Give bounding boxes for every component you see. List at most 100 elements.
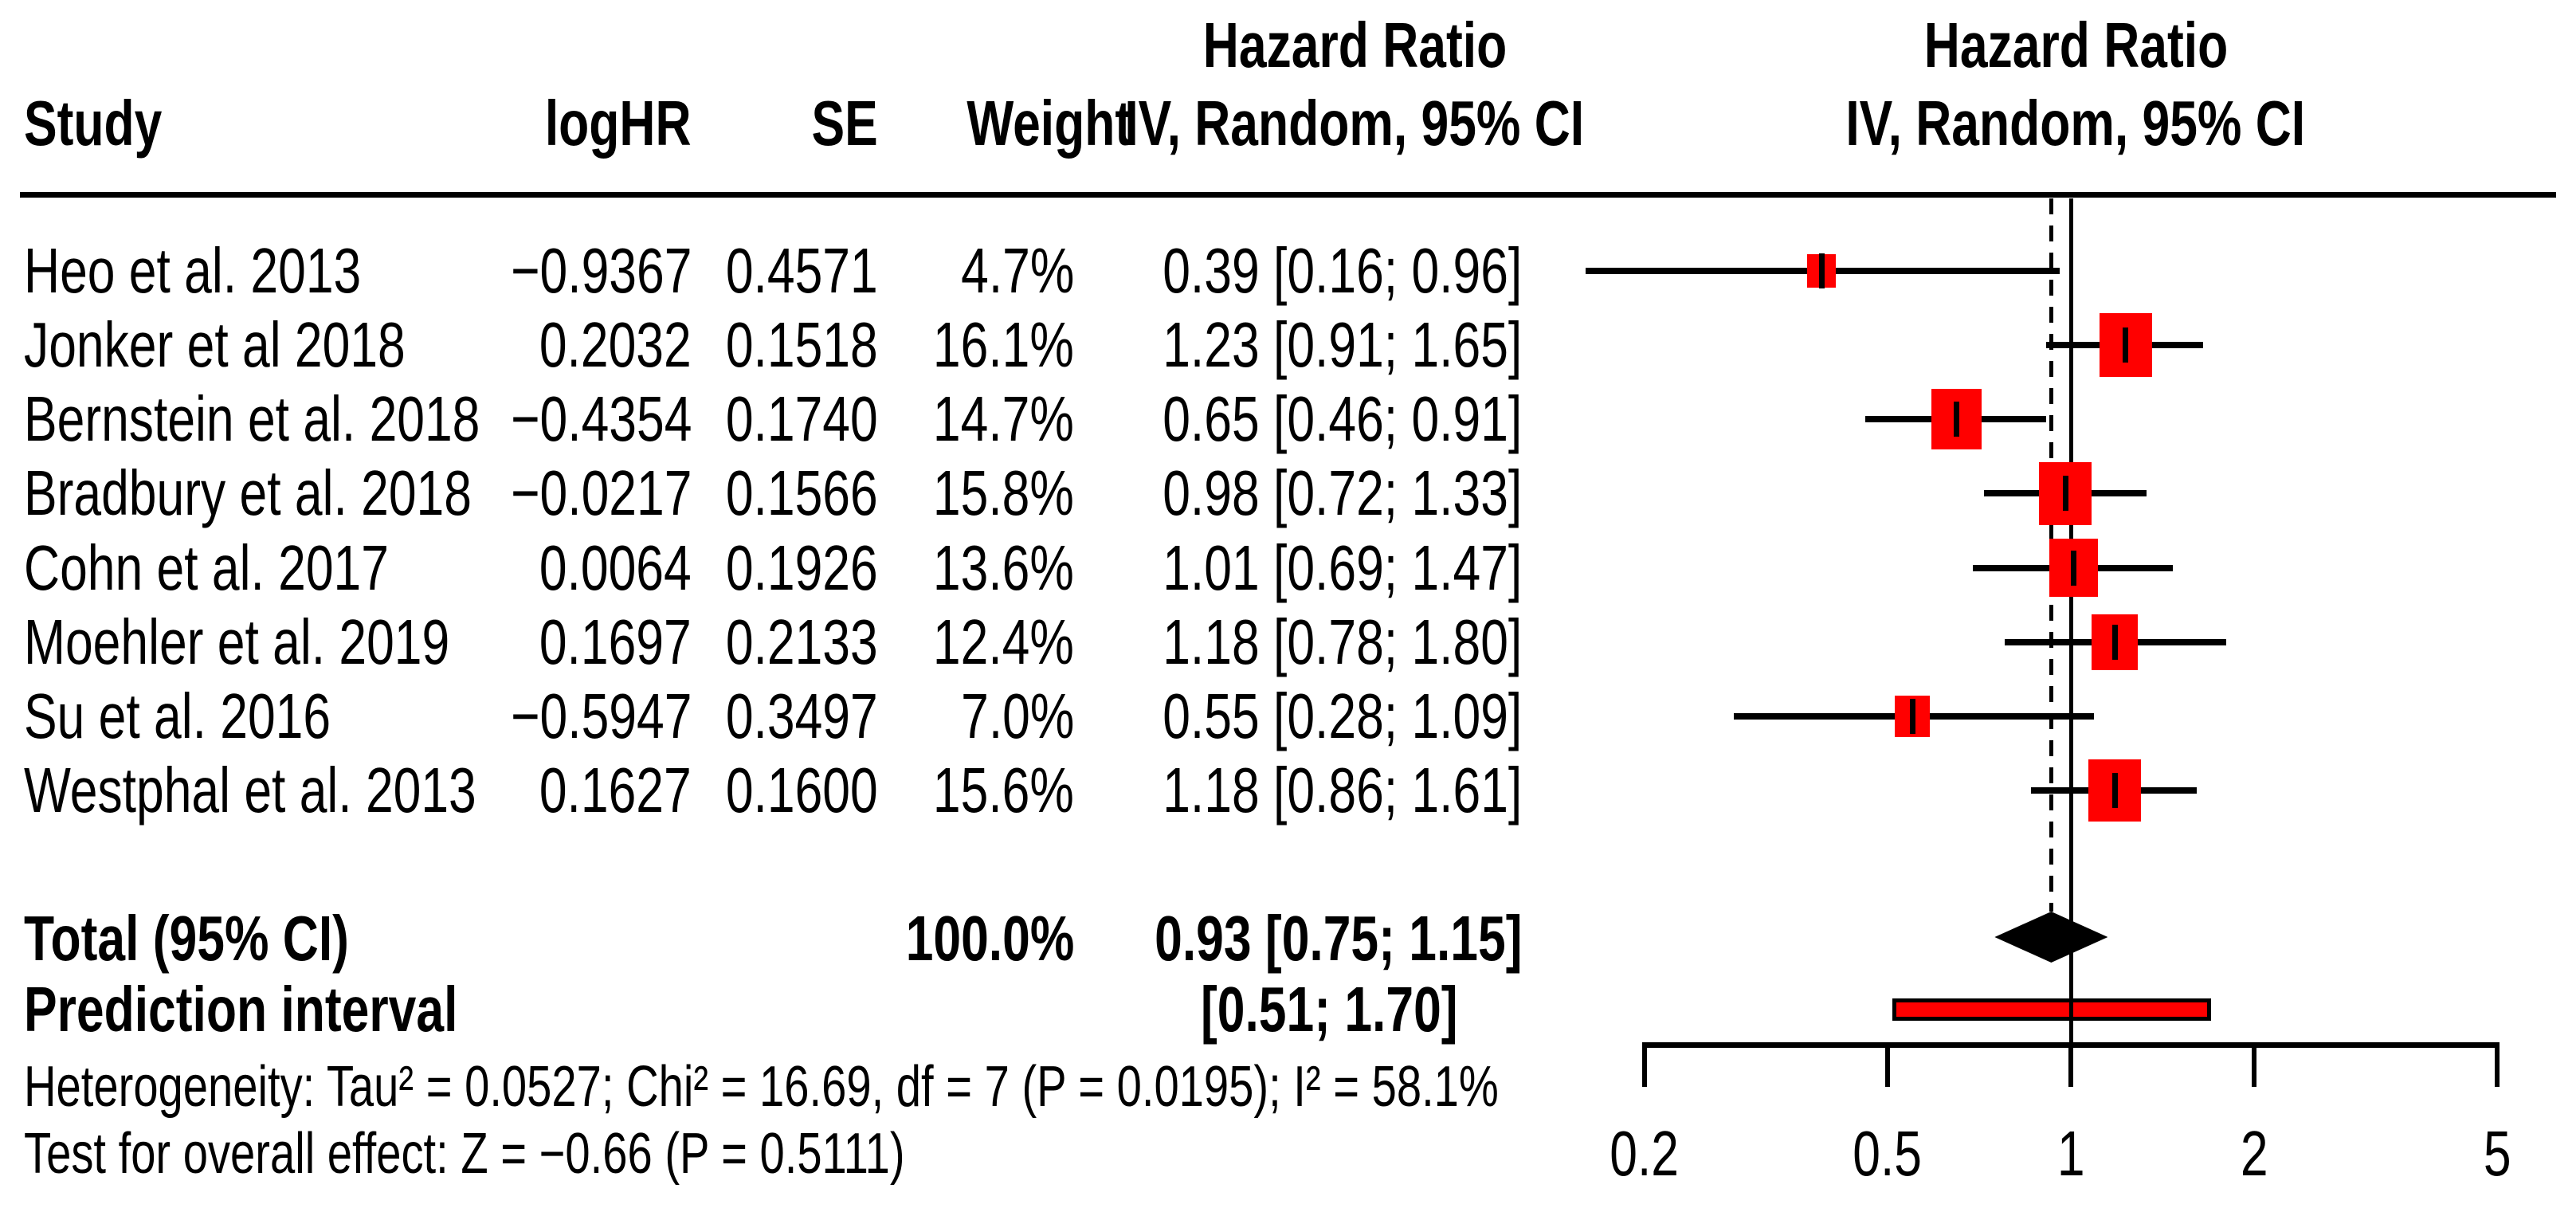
weight-value-row0-text: 4.7% (960, 235, 1074, 306)
point-estimate-cross-row2 (1954, 402, 1960, 437)
loghr-value-row7: 0.1627 (293, 753, 692, 828)
loghr-value-row2-text: −0.4354 (510, 383, 692, 455)
prediction-ci-text: [0.51; 1.70] (1201, 974, 1458, 1045)
hr-ci-value-row1: 1.23 [0.91; 1.65] (1044, 308, 1522, 382)
hr-ci-value-row5: 1.18 [0.78; 1.80] (1044, 605, 1522, 680)
point-estimate-cross-row0 (1818, 253, 1825, 288)
axis-tick-label-2-text: 2 (2241, 1118, 2268, 1189)
study-name-row4: Cohn et al. 2017 (24, 531, 677, 606)
axis-tick-label-5-text: 5 (2483, 1118, 2511, 1189)
se-value-row4-text: 0.1926 (726, 531, 878, 603)
column-header-weight: Weight (813, 86, 1131, 161)
weight-value-row2-text: 14.7% (933, 383, 1074, 455)
column-header-se: SE (559, 86, 878, 161)
loghr-value-row4-text: 0.0064 (539, 531, 692, 603)
hr-plot-subtitle: IV, Random, 95% CI (1845, 88, 2306, 159)
study-name-row0-text: Heo et al. 2013 (24, 235, 362, 306)
study-name-row5-text: Moehler et al. 2019 (24, 606, 450, 677)
se-value-row1-text: 0.1518 (726, 309, 878, 381)
point-estimate-cross-row5 (2111, 624, 2118, 660)
se-value-row2-text: 0.1740 (726, 383, 878, 455)
column-header-loghr-label: logHR (545, 88, 692, 159)
loghr-value-row6: −0.5947 (293, 679, 692, 754)
weight-value-row3: 15.8% (755, 456, 1074, 531)
heterogeneity-text: Heterogeneity: Tau² = 0.0527; Chi² = 16.… (24, 1055, 1499, 1119)
axis-tick-0.5 (1884, 1045, 1890, 1087)
se-value-row6: 0.3497 (559, 679, 878, 754)
total-weight: 100.0% (755, 901, 1074, 976)
total-diamond (1994, 912, 2108, 963)
loghr-value-row0-text: −0.9367 (510, 235, 692, 306)
loghr-value-row7-text: 0.1627 (539, 755, 692, 826)
prediction-label-text: Prediction interval (24, 974, 458, 1045)
loghr-value-row0: −0.9367 (293, 233, 692, 308)
weight-value-row6: 7.0% (755, 679, 1074, 754)
hr-ci-value-row0: 0.39 [0.16; 0.96] (1044, 233, 1522, 308)
loghr-value-row3-text: −0.0217 (510, 457, 692, 529)
point-estimate-cross-row7 (2111, 773, 2118, 809)
study-name-row2-text: Bernstein et al. 2018 (24, 383, 480, 455)
point-estimate-cross-row1 (2123, 327, 2129, 363)
hr-table-subtitle: IV, Random, 95% CI (1124, 88, 1585, 159)
point-estimate-cross-row4 (2070, 550, 2076, 586)
se-value-row4: 0.1926 (559, 531, 878, 606)
hr-ci-value-row4: 1.01 [0.69; 1.47] (1044, 531, 1522, 606)
column-header-study-label: Study (24, 88, 163, 159)
point-estimate-cross-row6 (1909, 698, 1915, 734)
hr-ci-value-row3: 0.98 [0.72; 1.33] (1044, 456, 1522, 531)
prediction-ci: [0.51; 1.70] (980, 972, 1458, 1047)
weight-value-row6-text: 7.0% (960, 680, 1074, 751)
hr-ci-value-row6: 0.55 [0.28; 1.09] (1044, 679, 1522, 754)
hr-ci-value-row1-text: 1.23 [0.91; 1.65] (1162, 309, 1522, 381)
loghr-value-row6-text: −0.5947 (510, 680, 692, 751)
loghr-value-row5: 0.1697 (293, 605, 692, 680)
overall-effect-note: Test for overall effect: Z = −0.66 (P = … (24, 1118, 1697, 1190)
hr-table-title: Hazard Ratio (1202, 10, 1507, 80)
heterogeneity-note: Heterogeneity: Tau² = 0.0527; Chi² = 16.… (24, 1051, 1697, 1123)
loghr-value-row1: 0.2032 (293, 308, 692, 382)
study-name-row3-text: Bradbury et al. 2018 (24, 457, 472, 529)
point-estimate-cross-row3 (2062, 476, 2068, 512)
total-hr-ci: 0.93 [0.75; 1.15] (1044, 901, 1522, 976)
se-value-row2: 0.1740 (559, 382, 878, 457)
se-value-row7-text: 0.1600 (726, 755, 878, 826)
column-header-se-label: SE (811, 88, 878, 159)
se-value-row6-text: 0.3497 (726, 680, 878, 751)
study-name-row0: Heo et al. 2013 (24, 233, 677, 308)
hr-plot-title: Hazard Ratio (1923, 10, 2228, 80)
hr-ci-value-row2: 0.65 [0.46; 0.91] (1044, 382, 1522, 457)
axis-tick-label-1-text: 1 (2056, 1118, 2085, 1189)
hr-ci-value-row4-text: 1.01 [0.69; 1.47] (1162, 531, 1522, 603)
weight-value-row4-text: 13.6% (933, 531, 1074, 603)
se-value-row3-text: 0.1566 (726, 457, 878, 529)
hr-ci-value-row2-text: 0.65 [0.46; 0.91] (1162, 383, 1522, 455)
hr-ci-value-row0-text: 0.39 [0.16; 0.96] (1162, 235, 1522, 306)
header-divider-rule (20, 192, 2556, 198)
column-header-hr-table-line2: IV, Random, 95% CI (1036, 86, 1673, 161)
study-name-row6-text: Su et al. 2016 (24, 680, 331, 751)
study-name-row1-text: Jonker et al 2018 (24, 309, 406, 381)
se-value-row7: 0.1600 (559, 753, 878, 828)
prediction-interval-bar (1892, 998, 2212, 1021)
weight-value-row5-text: 12.4% (933, 606, 1074, 677)
column-header-loghr: logHR (293, 86, 692, 161)
total-hr-ci-text: 0.93 [0.75; 1.15] (1154, 903, 1522, 974)
weight-value-row3-text: 15.8% (933, 457, 1074, 529)
column-header-hr-table-line1: Hazard Ratio (1036, 8, 1673, 83)
axis-tick-1 (2068, 1045, 2073, 1087)
column-header-weight-label: Weight (966, 88, 1131, 159)
column-header-hr-plot-line1: Hazard Ratio (1757, 8, 2394, 83)
loghr-value-row4: 0.0064 (293, 531, 692, 606)
se-value-row0-text: 0.4571 (726, 235, 878, 306)
study-name-row3: Bradbury et al. 2018 (24, 456, 677, 531)
axis-tick-5 (2494, 1045, 2500, 1087)
hr-ci-value-row7-text: 1.18 [0.86; 1.61] (1162, 755, 1522, 826)
axis-tick-label-0.5-text: 0.5 (1853, 1118, 1922, 1189)
overall-effect-text: Test for overall effect: Z = −0.66 (P = … (24, 1122, 905, 1186)
hr-ci-value-row3-text: 0.98 [0.72; 1.33] (1162, 457, 1522, 529)
axis-tick-label-1: 1 (1991, 1114, 2151, 1194)
axis-tick-0.2 (1642, 1045, 1648, 1087)
weight-value-row1-text: 16.1% (933, 309, 1074, 381)
loghr-value-row2: −0.4354 (293, 382, 692, 457)
